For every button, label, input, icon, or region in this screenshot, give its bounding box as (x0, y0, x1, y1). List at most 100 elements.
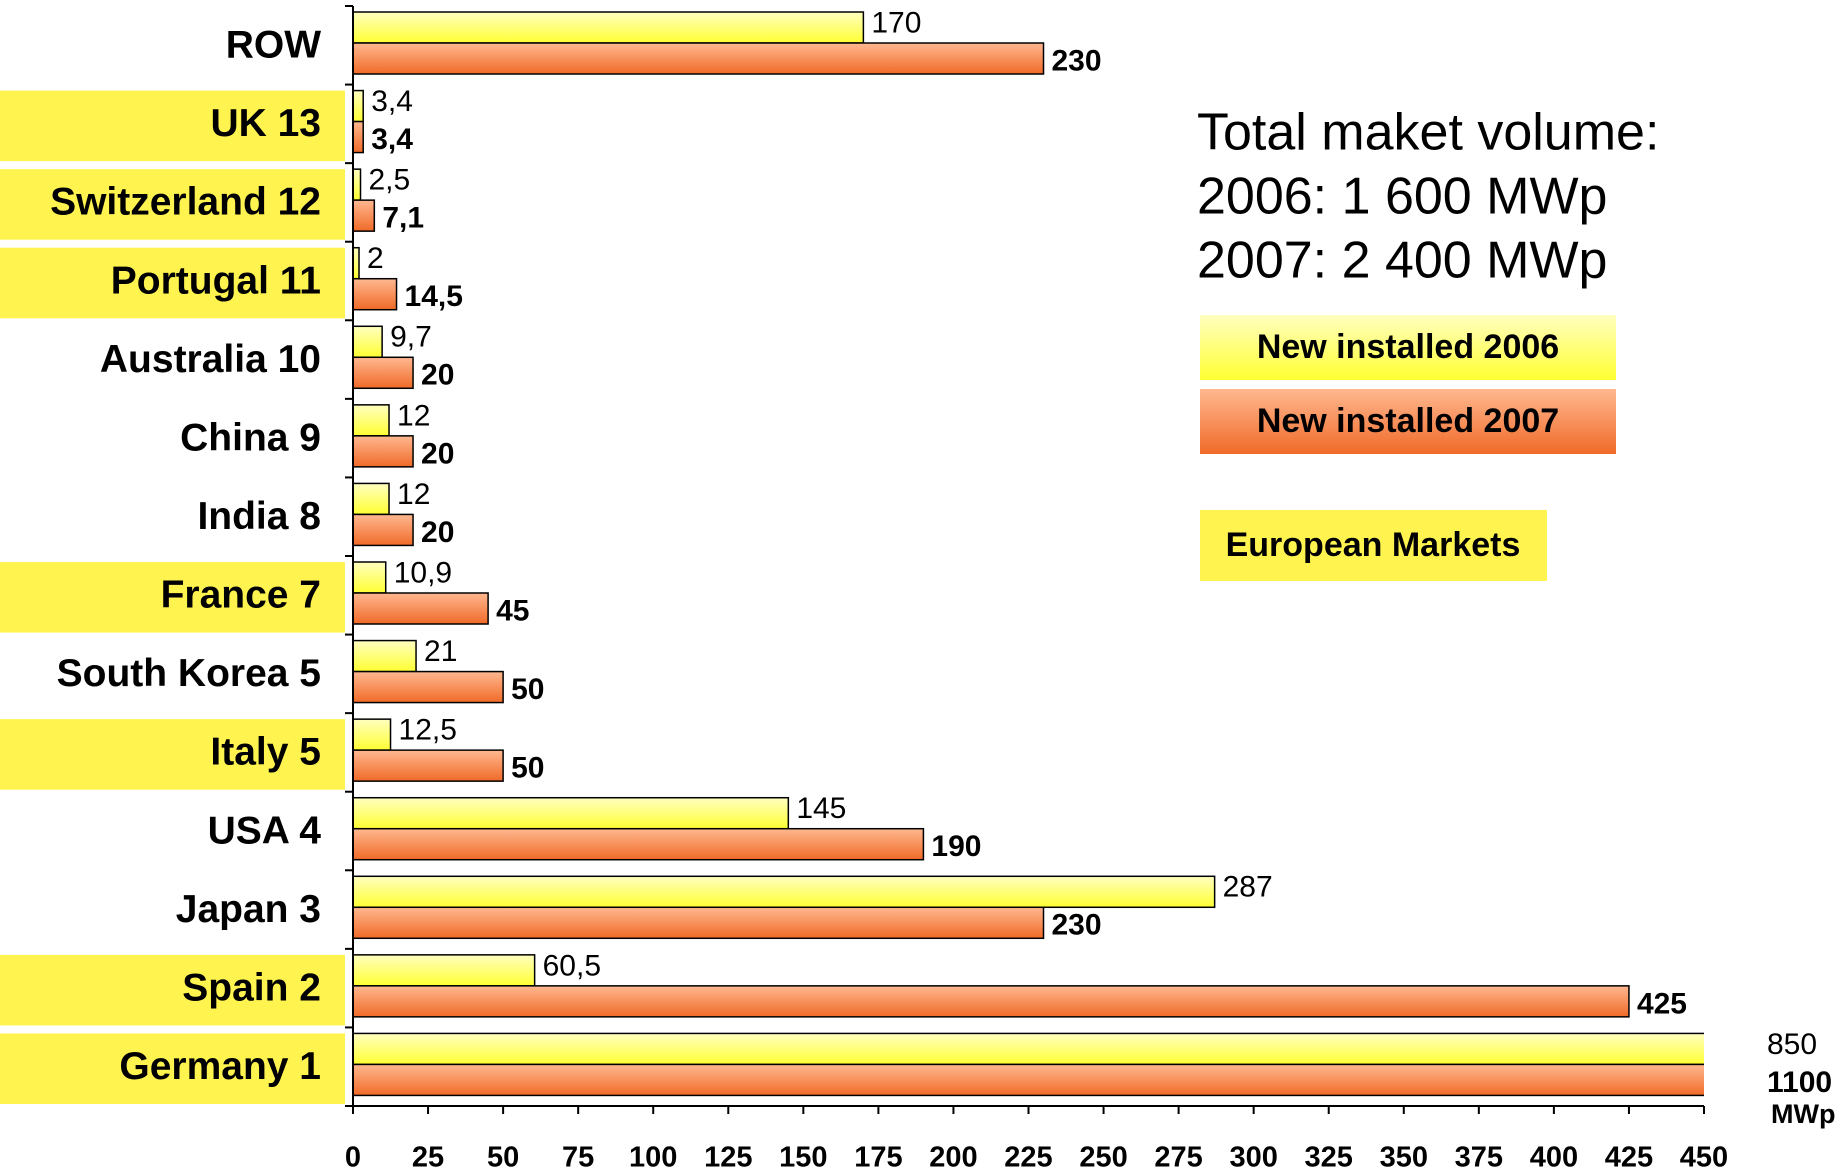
x-tick-label: 175 (854, 1142, 902, 1174)
bar (353, 325, 383, 359)
x-axis-label: MWp (1771, 1099, 1835, 1129)
highlight-box (0, 954, 345, 1026)
bar (353, 513, 414, 547)
legend-swatch (1200, 315, 1616, 380)
bar (353, 11, 865, 44)
value-label: 14,5 (405, 280, 463, 313)
legend-label: New installed 2006 (1257, 328, 1559, 366)
x-tick-label: 225 (1004, 1142, 1052, 1174)
bar (353, 1063, 1704, 1097)
value-label: 2,5 (369, 164, 411, 197)
value-label: 425 (1637, 987, 1687, 1020)
value-label: 50 (511, 673, 544, 706)
category-label: France 7 (161, 574, 321, 617)
value-label: 850 (1767, 1028, 1817, 1061)
bar (353, 749, 504, 782)
x-tick-label: 100 (629, 1142, 677, 1174)
bar (353, 639, 417, 673)
category-label: Japan 3 (176, 888, 321, 931)
value-label: 20 (421, 359, 454, 392)
x-tick-label: 425 (1605, 1142, 1653, 1174)
bar (353, 875, 1216, 909)
bar (353, 796, 790, 830)
value-label: 3,4 (371, 123, 413, 156)
bar (353, 89, 364, 123)
value-label: 9,7 (390, 321, 432, 354)
x-tick-label: 50 (487, 1142, 519, 1174)
annotation: Total maket volume: (1197, 104, 1659, 162)
x-tick-label: 25 (412, 1142, 444, 1174)
value-label: 2 (367, 242, 384, 275)
x-tick-label: 400 (1530, 1142, 1578, 1174)
bar (353, 670, 504, 704)
highlight-box (0, 562, 345, 633)
value-label: 1100 (1767, 1066, 1832, 1099)
value-label: 230 (1052, 909, 1102, 942)
x-tick-label: 150 (779, 1142, 827, 1174)
x-tick-label: 0 (345, 1142, 361, 1174)
bar (353, 199, 376, 232)
value-label: 190 (931, 830, 981, 863)
category-label: India 8 (197, 495, 321, 538)
value-label: 170 (871, 6, 921, 39)
bar (353, 482, 390, 516)
bar (353, 435, 414, 468)
value-label: 10,9 (394, 556, 452, 589)
x-tick-label: 300 (1229, 1142, 1277, 1174)
bar (353, 356, 414, 390)
value-label: 60,5 (543, 949, 601, 982)
value-label: 230 (1052, 44, 1102, 77)
annotation: 2006: 1 600 MWp (1197, 168, 1607, 226)
bar (353, 906, 1045, 940)
value-label: 20 (421, 516, 454, 549)
value-label: 12,5 (399, 714, 457, 747)
category-label: USA 4 (208, 809, 322, 852)
highlight-box (0, 90, 345, 162)
category-label: UK 13 (210, 102, 321, 145)
category-label: Spain 2 (182, 966, 321, 1009)
legend-swatch (1200, 389, 1616, 454)
plot-area (353, 11, 1704, 1097)
x-tick-label: 250 (1079, 1142, 1127, 1174)
highlight-box (0, 169, 345, 240)
highlight-box (0, 719, 345, 790)
x-tick-label: 375 (1455, 1142, 1503, 1174)
category-label: Italy 5 (210, 731, 321, 774)
legend-label: New installed 2007 (1257, 402, 1559, 440)
category-label: South Korea 5 (57, 652, 321, 695)
annotation: European Markets (1226, 526, 1521, 564)
value-label: 12 (397, 478, 430, 511)
x-tick-label: 125 (704, 1142, 752, 1174)
value-label: 3,4 (371, 85, 413, 118)
european-box (1200, 510, 1547, 581)
bar (353, 718, 392, 751)
value-label: 12 (397, 399, 430, 432)
bar (353, 120, 364, 154)
bar (353, 827, 925, 861)
bar (353, 168, 362, 201)
bar (353, 404, 390, 437)
x-tick-label: 450 (1680, 1142, 1728, 1174)
bar (353, 42, 1045, 75)
bar (353, 1032, 1704, 1066)
category-label: Portugal 11 (111, 259, 321, 302)
x-tick-label: 200 (929, 1142, 977, 1174)
value-label: 145 (796, 792, 846, 825)
value-label: 21 (424, 635, 457, 668)
category-label: Australia 10 (100, 338, 321, 381)
value-label: 50 (511, 752, 544, 785)
bar (353, 277, 398, 311)
category-label: ROW (226, 24, 322, 67)
bar (353, 954, 536, 987)
value-label: 45 (496, 594, 529, 627)
category-label: Germany 1 (119, 1045, 321, 1088)
bar (353, 592, 489, 625)
x-tick-label: 75 (562, 1142, 594, 1174)
value-label: 7,1 (382, 202, 424, 235)
highlight-box (0, 1033, 345, 1104)
category-label: Switzerland 12 (50, 181, 321, 224)
category-label: China 9 (180, 416, 321, 459)
value-label: 20 (421, 437, 454, 470)
